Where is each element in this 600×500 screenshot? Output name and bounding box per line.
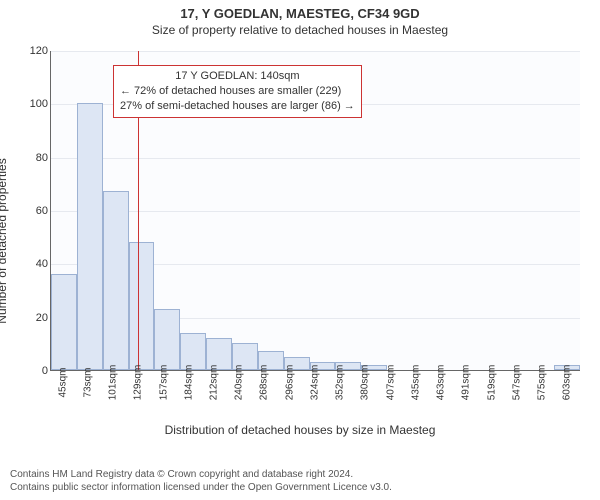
x-tick: 129sqm xyxy=(126,373,151,423)
x-tick-label: 575sqm xyxy=(537,365,548,401)
x-tick-label: 212sqm xyxy=(209,365,220,401)
chart-title-sub: Size of property relative to detached ho… xyxy=(0,21,600,41)
x-tick: 575sqm xyxy=(529,373,554,423)
x-tick: 268sqm xyxy=(252,373,277,423)
x-tick: 407sqm xyxy=(378,373,403,423)
x-tick: 240sqm xyxy=(227,373,252,423)
x-tick: 73sqm xyxy=(75,373,100,423)
x-tick: 463sqm xyxy=(429,373,454,423)
x-tick: 101sqm xyxy=(100,373,125,423)
bar xyxy=(129,242,155,370)
x-tick-label: 435sqm xyxy=(410,365,421,401)
x-tick: 380sqm xyxy=(353,373,378,423)
x-tick: 603sqm xyxy=(555,373,580,423)
plot-region: 17 Y GOEDLAN: 140sqm ← 72% of detached h… xyxy=(50,51,580,371)
y-tick-label: 120 xyxy=(24,45,48,57)
bar xyxy=(77,103,103,370)
x-tick-label: 45sqm xyxy=(57,367,68,397)
x-tick-label: 296sqm xyxy=(284,365,295,401)
x-tick: 435sqm xyxy=(403,373,428,423)
x-tick: 491sqm xyxy=(454,373,479,423)
x-tick-label: 240sqm xyxy=(234,365,245,401)
x-axis-label: Distribution of detached houses by size … xyxy=(0,423,600,437)
x-tick: 212sqm xyxy=(201,373,226,423)
x-tick-label: 407sqm xyxy=(385,365,396,401)
y-tick-label: 100 xyxy=(24,98,48,110)
footer-line1: Contains HM Land Registry data © Crown c… xyxy=(10,468,392,481)
y-tick-label: 20 xyxy=(24,312,48,324)
x-tick-label: 463sqm xyxy=(436,365,447,401)
annotation-line2: ← 72% of detached houses are smaller (22… xyxy=(120,84,355,99)
x-tick-label: 184sqm xyxy=(183,365,194,401)
y-tick-label: 40 xyxy=(24,258,48,270)
x-tick: 324sqm xyxy=(302,373,327,423)
footer-attribution: Contains HM Land Registry data © Crown c… xyxy=(10,468,392,494)
y-tick-label: 0 xyxy=(24,365,48,377)
y-tick-label: 60 xyxy=(24,205,48,217)
x-tick-label: 324sqm xyxy=(309,365,320,401)
annotation-box: 17 Y GOEDLAN: 140sqm ← 72% of detached h… xyxy=(113,65,362,118)
x-tick-label: 268sqm xyxy=(259,365,270,401)
bar xyxy=(103,191,129,370)
x-tick: 352sqm xyxy=(328,373,353,423)
x-tick-label: 519sqm xyxy=(486,365,497,401)
x-tick-label: 73sqm xyxy=(82,367,93,397)
x-tick: 45sqm xyxy=(50,373,75,423)
x-tick: 157sqm xyxy=(151,373,176,423)
x-tick: 547sqm xyxy=(504,373,529,423)
x-tick-label: 157sqm xyxy=(158,365,169,401)
bar xyxy=(51,274,77,370)
x-tick-label: 547sqm xyxy=(511,365,522,401)
x-tick-label: 491sqm xyxy=(461,365,472,401)
x-tick: 184sqm xyxy=(176,373,201,423)
x-tick-label: 129sqm xyxy=(133,365,144,401)
x-ticks: 45sqm73sqm101sqm129sqm157sqm184sqm212sqm… xyxy=(50,373,580,423)
x-tick-label: 603sqm xyxy=(562,365,573,401)
y-tick-label: 80 xyxy=(24,152,48,164)
chart-title-main: 17, Y GOEDLAN, MAESTEG, CF34 9GD xyxy=(0,0,600,21)
x-tick-label: 101sqm xyxy=(108,365,119,401)
x-tick: 519sqm xyxy=(479,373,504,423)
footer-line2: Contains public sector information licen… xyxy=(10,481,392,494)
x-tick-label: 352sqm xyxy=(335,365,346,401)
x-tick-label: 380sqm xyxy=(360,365,371,401)
annotation-line3: 27% of semi-detached houses are larger (… xyxy=(120,99,355,114)
annotation-line1: 17 Y GOEDLAN: 140sqm xyxy=(120,69,355,84)
bar xyxy=(154,309,180,370)
chart-area: Number of detached properties 0204060801… xyxy=(0,41,600,441)
x-tick: 296sqm xyxy=(277,373,302,423)
